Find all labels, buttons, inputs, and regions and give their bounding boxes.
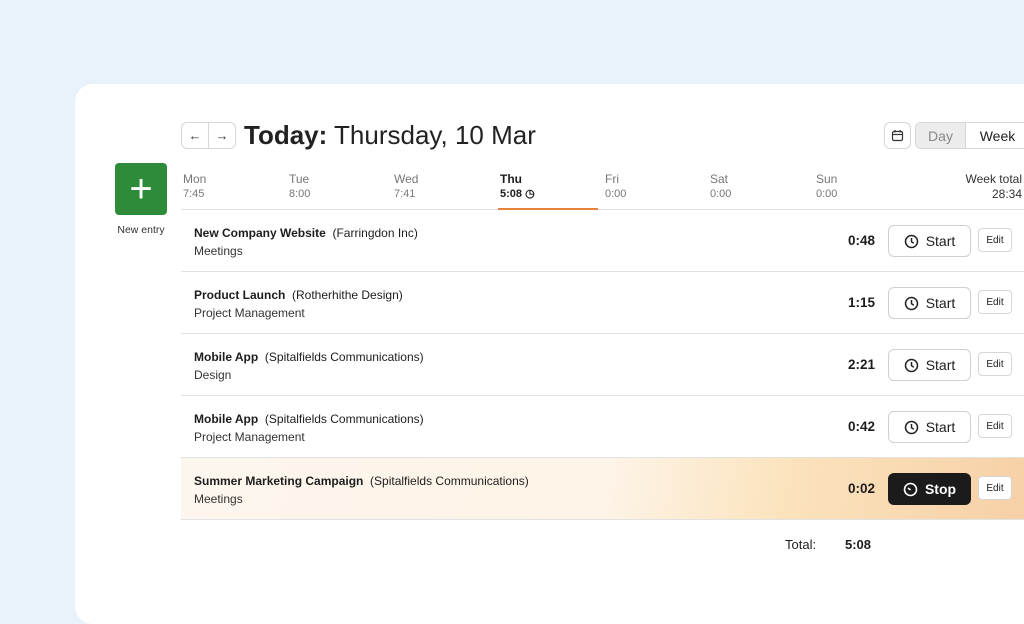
entry-task: Project Management <box>194 430 305 444</box>
button-label: Start <box>925 357 956 373</box>
day-tab-tue[interactable]: Tue 8:00 <box>289 172 311 200</box>
day-tab-sun[interactable]: Sun 0:00 <box>816 172 838 200</box>
title-date: Thursday, 10 Mar <box>327 120 536 150</box>
edit-entry-button[interactable]: Edit <box>978 476 1012 500</box>
divider <box>181 209 1024 210</box>
title-prefix: Today: <box>244 120 328 150</box>
start-timer-button[interactable]: Start <box>888 411 971 443</box>
clock-icon <box>904 234 918 248</box>
button-label: Start <box>925 295 956 311</box>
calendar-button[interactable] <box>884 122 911 149</box>
week-total: Week total 28:34 <box>965 172 1022 201</box>
day-tab-mon[interactable]: Mon 7:45 <box>183 172 207 200</box>
entry-task: Meetings <box>194 492 243 506</box>
entry-duration: 0:48 <box>847 233 875 248</box>
start-timer-button[interactable]: Start <box>888 225 971 257</box>
new-entry-button[interactable]: + <box>115 163 167 215</box>
clock-icon <box>904 358 918 372</box>
clock-icon <box>904 420 918 434</box>
page-title: Today: Thursday, 10 Mar <box>244 120 536 151</box>
time-entry-row: Product Launch (Rotherhithe Design) Proj… <box>181 272 1024 334</box>
stop-timer-icon <box>903 482 918 496</box>
view-toggle: Day Week <box>915 122 1024 149</box>
button-label: Stop <box>924 481 957 497</box>
edit-entry-button[interactable]: Edit <box>978 290 1012 314</box>
button-label: Start <box>925 233 956 249</box>
entry-duration: 0:02 <box>847 481 875 496</box>
time-entry-row: Mobile App (Spitalfields Communications)… <box>181 334 1024 396</box>
entry-task: Design <box>194 368 232 382</box>
day-tab-fri[interactable]: Fri 0:00 <box>605 172 627 200</box>
total-label: Total: <box>785 537 817 552</box>
entry-task: Project Management <box>194 306 305 320</box>
button-label: Start <box>925 419 956 435</box>
entry-project: Summer Marketing Campaign (Spitalfields … <box>194 474 529 488</box>
entry-project: New Company Website (Farringdon Inc) <box>194 226 418 240</box>
calendar-icon <box>891 130 904 142</box>
new-entry-label: New entry <box>117 224 165 236</box>
day-tab-thu[interactable]: Thu 5:08 ◷ <box>500 172 535 200</box>
prev-day-button[interactable]: ← <box>182 123 209 148</box>
timesheet-card <box>75 84 1024 624</box>
edit-entry-button[interactable]: Edit <box>978 228 1012 252</box>
clock-icon: ◷ <box>525 188 535 200</box>
start-timer-button[interactable]: Start <box>888 287 971 319</box>
today-underline <box>498 208 598 210</box>
entry-task: Meetings <box>194 244 243 258</box>
view-day-button[interactable]: Day <box>916 123 966 148</box>
entry-duration: 2:21 <box>847 357 875 372</box>
view-week-button[interactable]: Week <box>979 127 1016 144</box>
day-tab-sat[interactable]: Sat 0:00 <box>710 172 732 200</box>
stop-timer-button[interactable]: Stop <box>888 473 971 505</box>
total-value: 5:08 <box>845 537 872 552</box>
day-tab-wed[interactable]: Wed 7:41 <box>394 172 419 200</box>
entry-duration: 1:15 <box>847 295 875 310</box>
entry-project: Product Launch (Rotherhithe Design) <box>194 288 403 302</box>
start-timer-button[interactable]: Start <box>888 349 971 381</box>
entry-duration: 0:42 <box>847 419 875 434</box>
edit-entry-button[interactable]: Edit <box>978 352 1012 376</box>
time-entry-row: Summer Marketing Campaign (Spitalfields … <box>181 458 1024 520</box>
edit-entry-button[interactable]: Edit <box>978 414 1012 438</box>
entry-project: Mobile App (Spitalfields Communications) <box>194 412 424 426</box>
time-entry-row: New Company Website (Farringdon Inc) Mee… <box>181 210 1024 272</box>
entry-project: Mobile App (Spitalfields Communications) <box>194 350 424 364</box>
date-nav: ← → <box>181 122 236 149</box>
time-entry-row: Mobile App (Spitalfields Communications)… <box>181 396 1024 458</box>
clock-icon <box>904 296 918 310</box>
next-day-button[interactable]: → <box>215 128 229 143</box>
